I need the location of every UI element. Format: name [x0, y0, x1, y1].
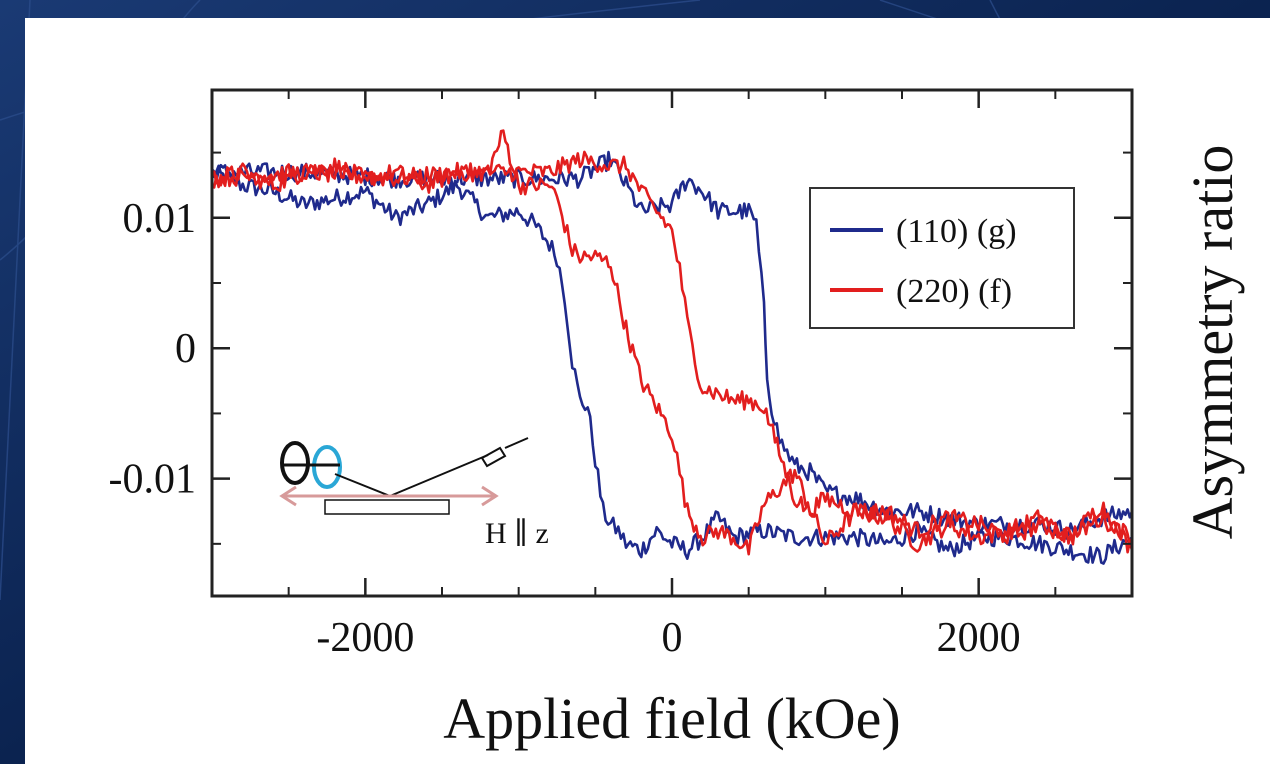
x-tick-label: 0 [662, 615, 683, 661]
y-tick-label: 0 [175, 326, 196, 372]
legend: (110) (g) (220) (f) [809, 187, 1075, 329]
plot-area: -2000 0 2000 0.01 0 -0.01 [109, 88, 1134, 661]
figure-panel [25, 18, 1270, 764]
incident-beam-polarization-icon [280, 441, 342, 489]
x-tick-label: -2000 [316, 615, 414, 661]
series-220-branch-1 [210, 129, 1134, 556]
field-direction-arrow-icon [279, 485, 499, 507]
y-axis-label: Asymmetry ratio [1180, 145, 1245, 540]
legend-label-110: (110) (g) [896, 213, 1017, 250]
legend-label-220: (220) (f) [896, 273, 1012, 310]
series-layer [210, 129, 1134, 565]
y-tick-label: -0.01 [109, 457, 197, 503]
scattering-geometry-icon [324, 437, 529, 515]
legend-box [809, 187, 1075, 329]
x-axis-label: Applied field (kOe) [443, 686, 900, 751]
series-110-branch-2 [211, 150, 1134, 540]
x-tick-label: 2000 [937, 615, 1021, 661]
y-axis-ticks: 0.01 0 -0.01 [109, 151, 1132, 545]
y-tick-label: 0.01 [123, 196, 197, 242]
geometry-inset: H ∥ z [279, 437, 549, 550]
field-orientation-label: H ∥ z [485, 517, 549, 550]
x-axis-ticks: -2000 0 2000 [287, 90, 1057, 661]
series-220-branch-2 [211, 150, 1134, 547]
